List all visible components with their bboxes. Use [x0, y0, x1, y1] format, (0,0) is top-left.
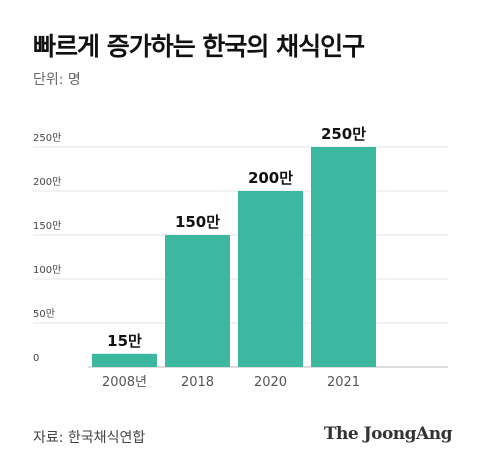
unit-label: 단위: 명 [33, 72, 81, 88]
bar [238, 191, 303, 367]
x-tick-label: 2021 [327, 375, 360, 390]
x-tick-label: 2008년 [102, 375, 147, 390]
chart-title: 빠르게 증가하는 한국의 채식인구 [33, 32, 365, 61]
source-label: 자료: 한국채식연합 [33, 430, 146, 446]
y-tick-label: 0 [33, 353, 39, 364]
data-label: 200만 [248, 169, 293, 187]
bar [311, 147, 376, 367]
bar [165, 235, 230, 367]
x-tick-label: 2018 [181, 375, 214, 390]
y-tick-label: 150만 [33, 220, 61, 232]
y-tick-label: 200만 [33, 176, 61, 188]
x-tick-label: 2020 [254, 375, 287, 390]
data-label: 150만 [175, 213, 220, 231]
y-tick-label: 250만 [33, 132, 61, 144]
y-tick-label: 50만 [33, 308, 55, 320]
y-tick-label: 100만 [33, 264, 61, 276]
bar [92, 353, 157, 367]
data-label: 250만 [321, 125, 366, 143]
brand-logo: The JoongAng [323, 424, 453, 444]
data-label: 15만 [107, 332, 142, 350]
